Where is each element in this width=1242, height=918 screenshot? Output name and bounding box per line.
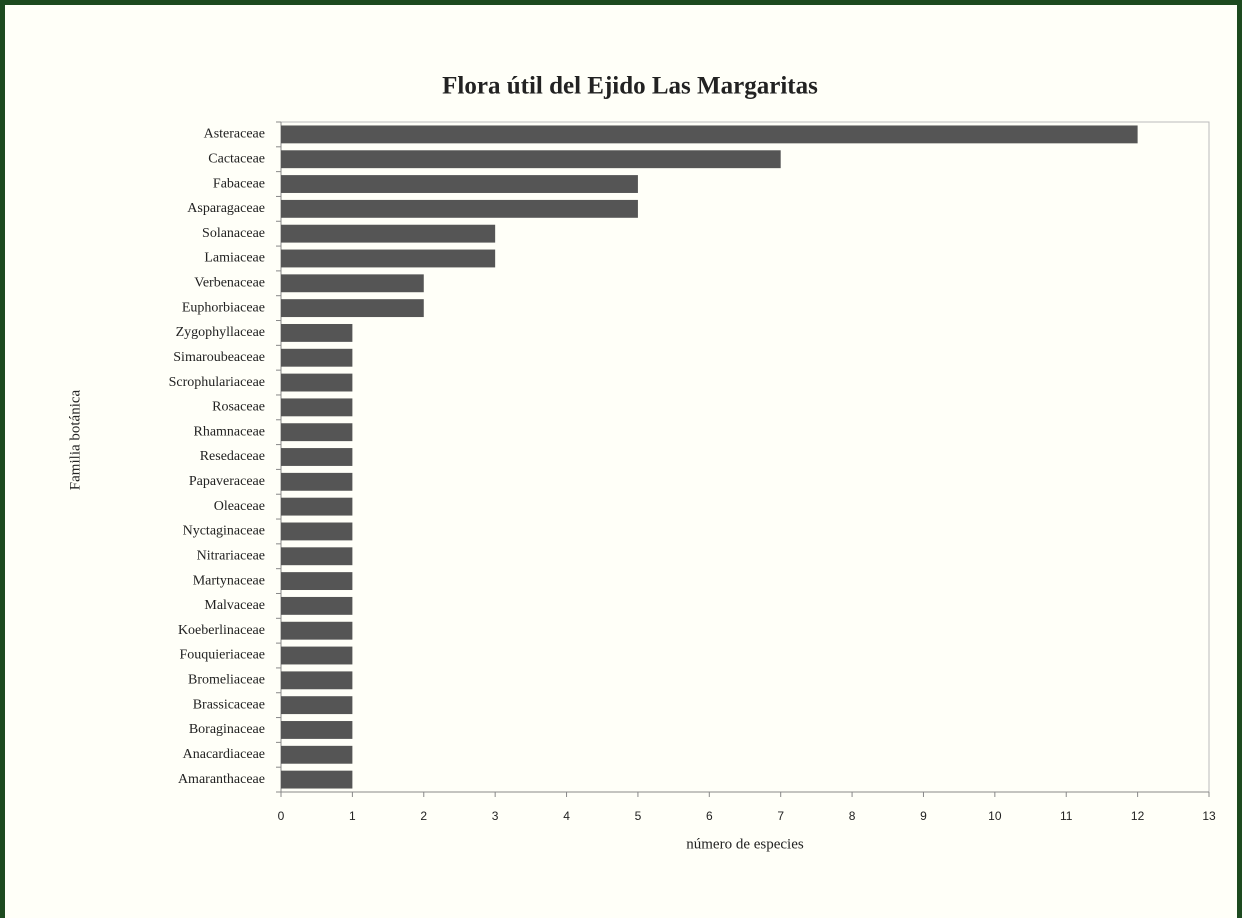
bar <box>281 596 353 615</box>
bar <box>281 497 353 516</box>
y-tick-label: Asteraceae <box>204 127 265 142</box>
bar <box>281 770 353 789</box>
bar <box>281 199 638 218</box>
y-tick-label: Nitrariaceae <box>197 548 265 563</box>
bar <box>281 621 353 640</box>
x-tick-label: 6 <box>706 809 713 823</box>
y-tick-label: Oleaceae <box>214 499 265 514</box>
y-tick-label: Lamiaceae <box>204 251 265 266</box>
bar <box>281 646 353 665</box>
y-tick-label: Bromeliaceae <box>188 673 265 688</box>
bar <box>281 448 353 466</box>
bar <box>281 423 353 442</box>
x-tick-label: 7 <box>777 809 784 823</box>
y-tick-label: Koeberlinaceae <box>178 623 265 638</box>
bar <box>281 572 353 591</box>
x-tick-label: 10 <box>988 809 1002 823</box>
y-tick-label: Zygophyllaceae <box>176 325 265 340</box>
x-tick-label: 0 <box>278 809 285 823</box>
bar <box>281 299 424 318</box>
x-tick-label: 13 <box>1202 809 1216 823</box>
bar <box>281 175 638 193</box>
y-tick-label: Rosaceae <box>212 400 265 415</box>
y-tick-label: Martynaceae <box>193 573 265 588</box>
y-tick-label: Fouquieriaceae <box>179 648 265 663</box>
bar <box>281 696 353 715</box>
x-tick-label: 8 <box>849 809 856 823</box>
plot-frame <box>280 121 1210 793</box>
bar <box>281 224 496 243</box>
y-tick-label: Solanaceae <box>202 226 265 241</box>
y-tick-label: Resedaceae <box>200 449 265 464</box>
x-tick-label: 3 <box>492 809 499 823</box>
x-tick-label: 2 <box>420 809 427 823</box>
y-tick-label: Nyctaginaceae <box>183 524 265 539</box>
x-tick-label: 4 <box>563 809 570 823</box>
y-tick-label: Asparagaceae <box>187 201 265 216</box>
chart-title: Flora útil del Ejido Las Margaritas <box>442 73 818 100</box>
bar <box>281 472 353 491</box>
bar <box>281 547 353 566</box>
x-tick-label: 12 <box>1131 809 1145 823</box>
bar <box>281 323 353 342</box>
y-tick-label: Fabaceae <box>213 176 265 191</box>
bar <box>281 721 353 739</box>
x-axis-label: número de especies <box>686 836 804 852</box>
x-tick-label: 9 <box>920 809 927 823</box>
y-tick-label: Simaroubeaceae <box>173 350 265 365</box>
bar <box>281 249 496 268</box>
y-tick-label: Anacardiaceae <box>183 747 265 762</box>
y-tick-label: Cactaceae <box>208 151 265 166</box>
y-tick-label: Scrophulariaceae <box>169 375 265 390</box>
bar <box>281 348 353 367</box>
y-tick-label: Euphorbiaceae <box>182 300 265 315</box>
x-tick-label: 5 <box>635 809 642 823</box>
bar <box>281 398 353 417</box>
y-tick-label: Malvaceae <box>204 598 265 613</box>
y-tick-label: Brassicaceae <box>193 697 265 712</box>
y-tick-label: Boraginaceae <box>189 722 265 737</box>
bar <box>281 274 424 293</box>
x-tick-label: 1 <box>349 809 356 823</box>
y-axis-label: Familia botánica <box>67 389 83 490</box>
bar <box>281 373 353 392</box>
x-tick-label: 11 <box>1060 809 1073 823</box>
y-tick-label: Verbenaceae <box>194 276 265 291</box>
bar <box>281 671 353 690</box>
bar <box>281 522 353 541</box>
y-tick-label: Rhamnaceae <box>193 424 265 439</box>
y-tick-label: Amaranthaceae <box>178 772 265 787</box>
bar <box>281 150 781 169</box>
bar <box>281 745 353 764</box>
y-tick-label: Papaveraceae <box>189 474 265 489</box>
bar <box>281 125 1138 144</box>
